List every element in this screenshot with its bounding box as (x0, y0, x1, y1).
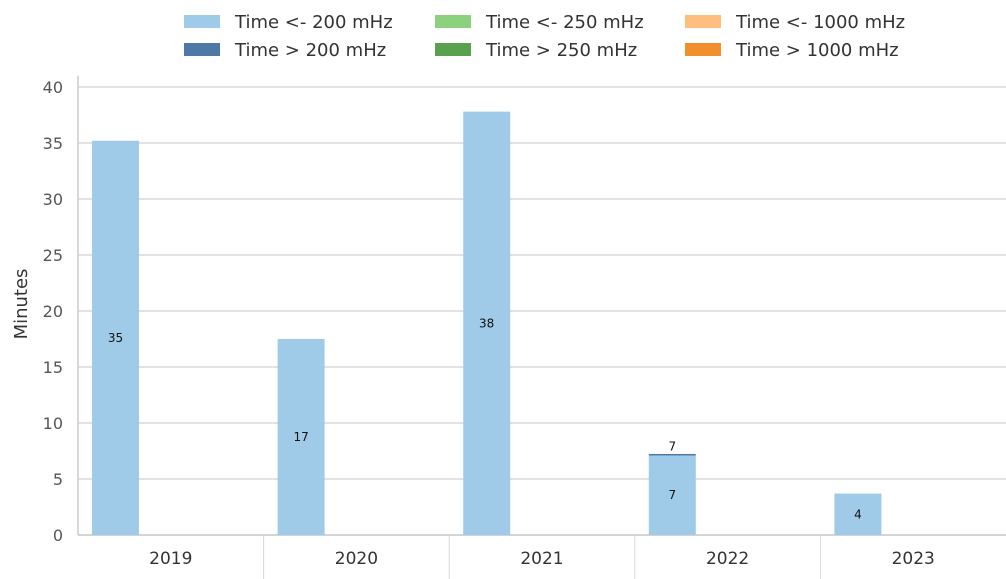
y-tick-label: 25 (43, 246, 63, 265)
x-tick-label: 2020 (335, 549, 378, 569)
legend-label: Time <- 250 mHz (485, 12, 644, 33)
legend-label: Time > 1000 mHz (735, 40, 899, 61)
legend-swatch (685, 43, 721, 56)
bar (648, 453, 696, 456)
bar (92, 140, 139, 535)
legend-swatch (184, 15, 220, 28)
legend-swatch (184, 43, 220, 56)
x-tick-label: 2023 (892, 549, 935, 569)
legend-swatch (435, 15, 471, 28)
legend-swatch (685, 15, 721, 28)
bar (463, 111, 511, 535)
data-label: 17 (293, 430, 308, 444)
x-tick-label: 2021 (520, 549, 563, 569)
data-label: 7 (668, 488, 676, 502)
data-label: 35 (108, 331, 123, 345)
x-tick-label: 2022 (706, 549, 749, 569)
y-tick-label: 0 (53, 526, 63, 545)
legend-label: Time <- 1000 mHz (735, 12, 905, 33)
legend-label: Time > 250 mHz (485, 40, 637, 61)
legend-label: Time <- 200 mHz (234, 12, 393, 33)
data-label: 38 (479, 316, 494, 330)
data-labels: 35 17 38 7 7 4 (108, 316, 862, 521)
bar (277, 339, 325, 535)
legend-swatch (435, 43, 471, 56)
y-tick-label: 20 (43, 302, 63, 321)
data-label: 7 (668, 439, 676, 453)
y-tick-label: 40 (43, 78, 63, 97)
bar (648, 455, 696, 535)
legend-label: Time > 200 mHz (234, 40, 386, 61)
bars (92, 111, 882, 535)
gridlines (78, 86, 1006, 536)
data-label: 4 (854, 507, 862, 521)
y-tick-label: 35 (43, 134, 63, 153)
x-tick-label: 2019 (149, 549, 192, 569)
y-tick-label: 10 (43, 414, 63, 433)
y-axis-label: Minutes (11, 269, 32, 340)
y-tick-label: 15 (43, 358, 63, 377)
y-tick-label: 30 (43, 190, 63, 209)
y-tick-label: 5 (53, 470, 63, 489)
bar (834, 493, 882, 535)
legend: Time <- 200 mHz Time > 200 mHz Time <- 250… (184, 12, 905, 61)
